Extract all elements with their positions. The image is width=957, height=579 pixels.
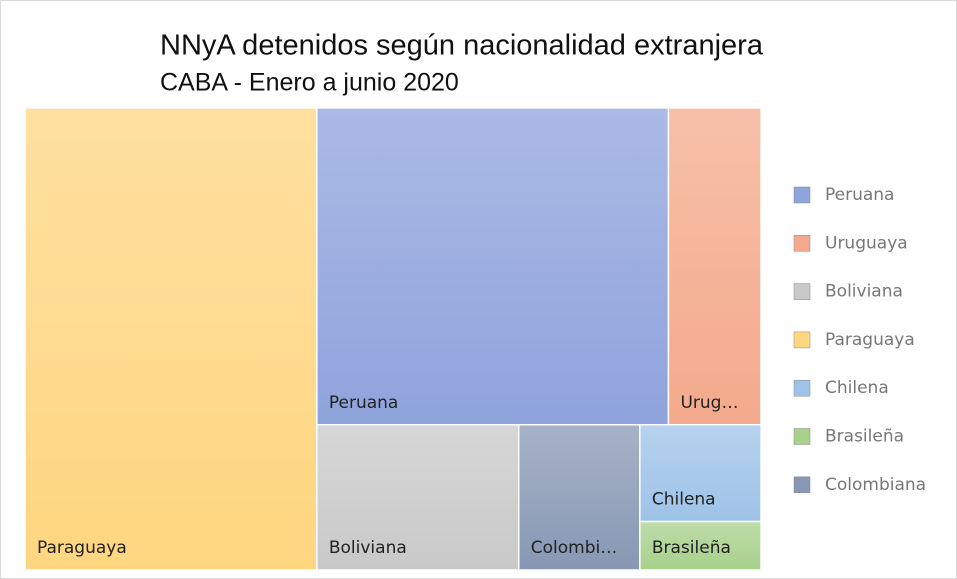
tile-sheen — [317, 109, 668, 424]
tile-label: Chilena — [652, 490, 716, 510]
tile-label: Colombi… — [531, 538, 617, 558]
legend-swatch — [793, 283, 811, 300]
chart-subtitle: CABA - Enero a junio 2020 — [160, 69, 459, 97]
tile-sheen — [640, 522, 760, 569]
tile-sheen — [519, 425, 639, 569]
legend-label: Peruana — [825, 185, 894, 205]
legend-label: Brasileña — [825, 427, 904, 447]
tile-sheen — [317, 425, 518, 569]
chart-title: NNyA detenidos según nacionalidad extran… — [160, 30, 764, 62]
tile-label: Boliviana — [329, 538, 407, 558]
tile-label: Urug… — [680, 393, 738, 413]
legend-label: Chilena — [825, 378, 889, 398]
tile-label: Paraguaya — [37, 538, 127, 558]
legend-swatch — [793, 476, 811, 494]
legend-label: Paraguaya — [825, 330, 915, 350]
legend-label: Colombiana — [825, 475, 926, 495]
tile-sheen — [26, 109, 316, 569]
legend-swatch — [793, 428, 811, 445]
legend-swatch — [793, 186, 811, 204]
tile-label: Brasileña — [652, 538, 731, 558]
tile-sheen — [640, 425, 760, 521]
legend-swatch — [793, 235, 811, 252]
legend-swatch — [793, 379, 811, 397]
legend-swatch — [793, 331, 811, 349]
legend-label: Boliviana — [825, 282, 903, 302]
tile-label: Peruana — [329, 393, 398, 413]
tile-sheen — [669, 109, 760, 424]
legend-label: Uruguaya — [825, 233, 908, 253]
